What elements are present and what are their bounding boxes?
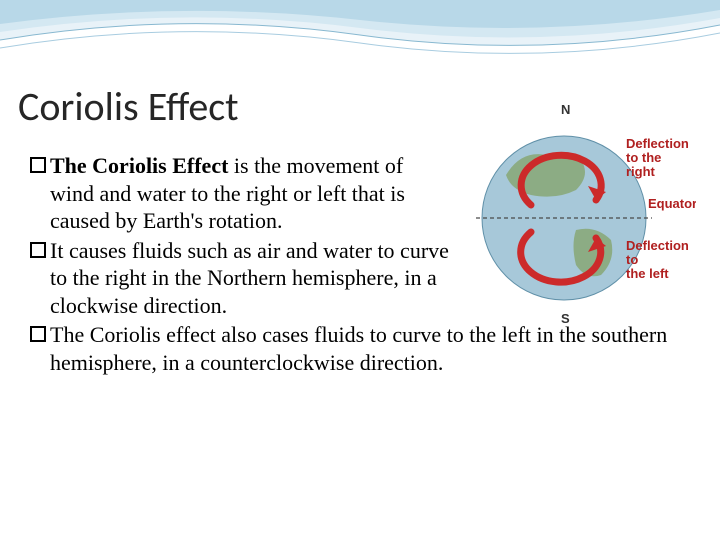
diagram-label-n: N [561,102,570,117]
page-title: Coriolis Effect [18,82,239,131]
bullet-square-icon [30,326,46,342]
header-wave-decoration [0,0,720,70]
diagram-label-s: S [561,311,570,326]
diagram-label-deflection-left: Deflection to the left [626,238,692,281]
bullet-rest: It causes fluids such as air and water t… [50,238,449,318]
bullet-text: The Coriolis Effect is the movement of w… [50,152,450,235]
diagram-label-deflection-right: Deflection to the right [626,136,692,179]
bullet-square-icon [30,242,46,258]
diagram-label-equator: Equator [648,196,696,211]
bullet-square-icon [30,157,46,173]
coriolis-globe-diagram: N S Equator Deflection to the right Defl… [476,100,696,330]
bullet-bold-prefix: The Coriolis Effect [50,153,228,178]
bullet-text: It causes fluids such as air and water t… [50,237,450,320]
